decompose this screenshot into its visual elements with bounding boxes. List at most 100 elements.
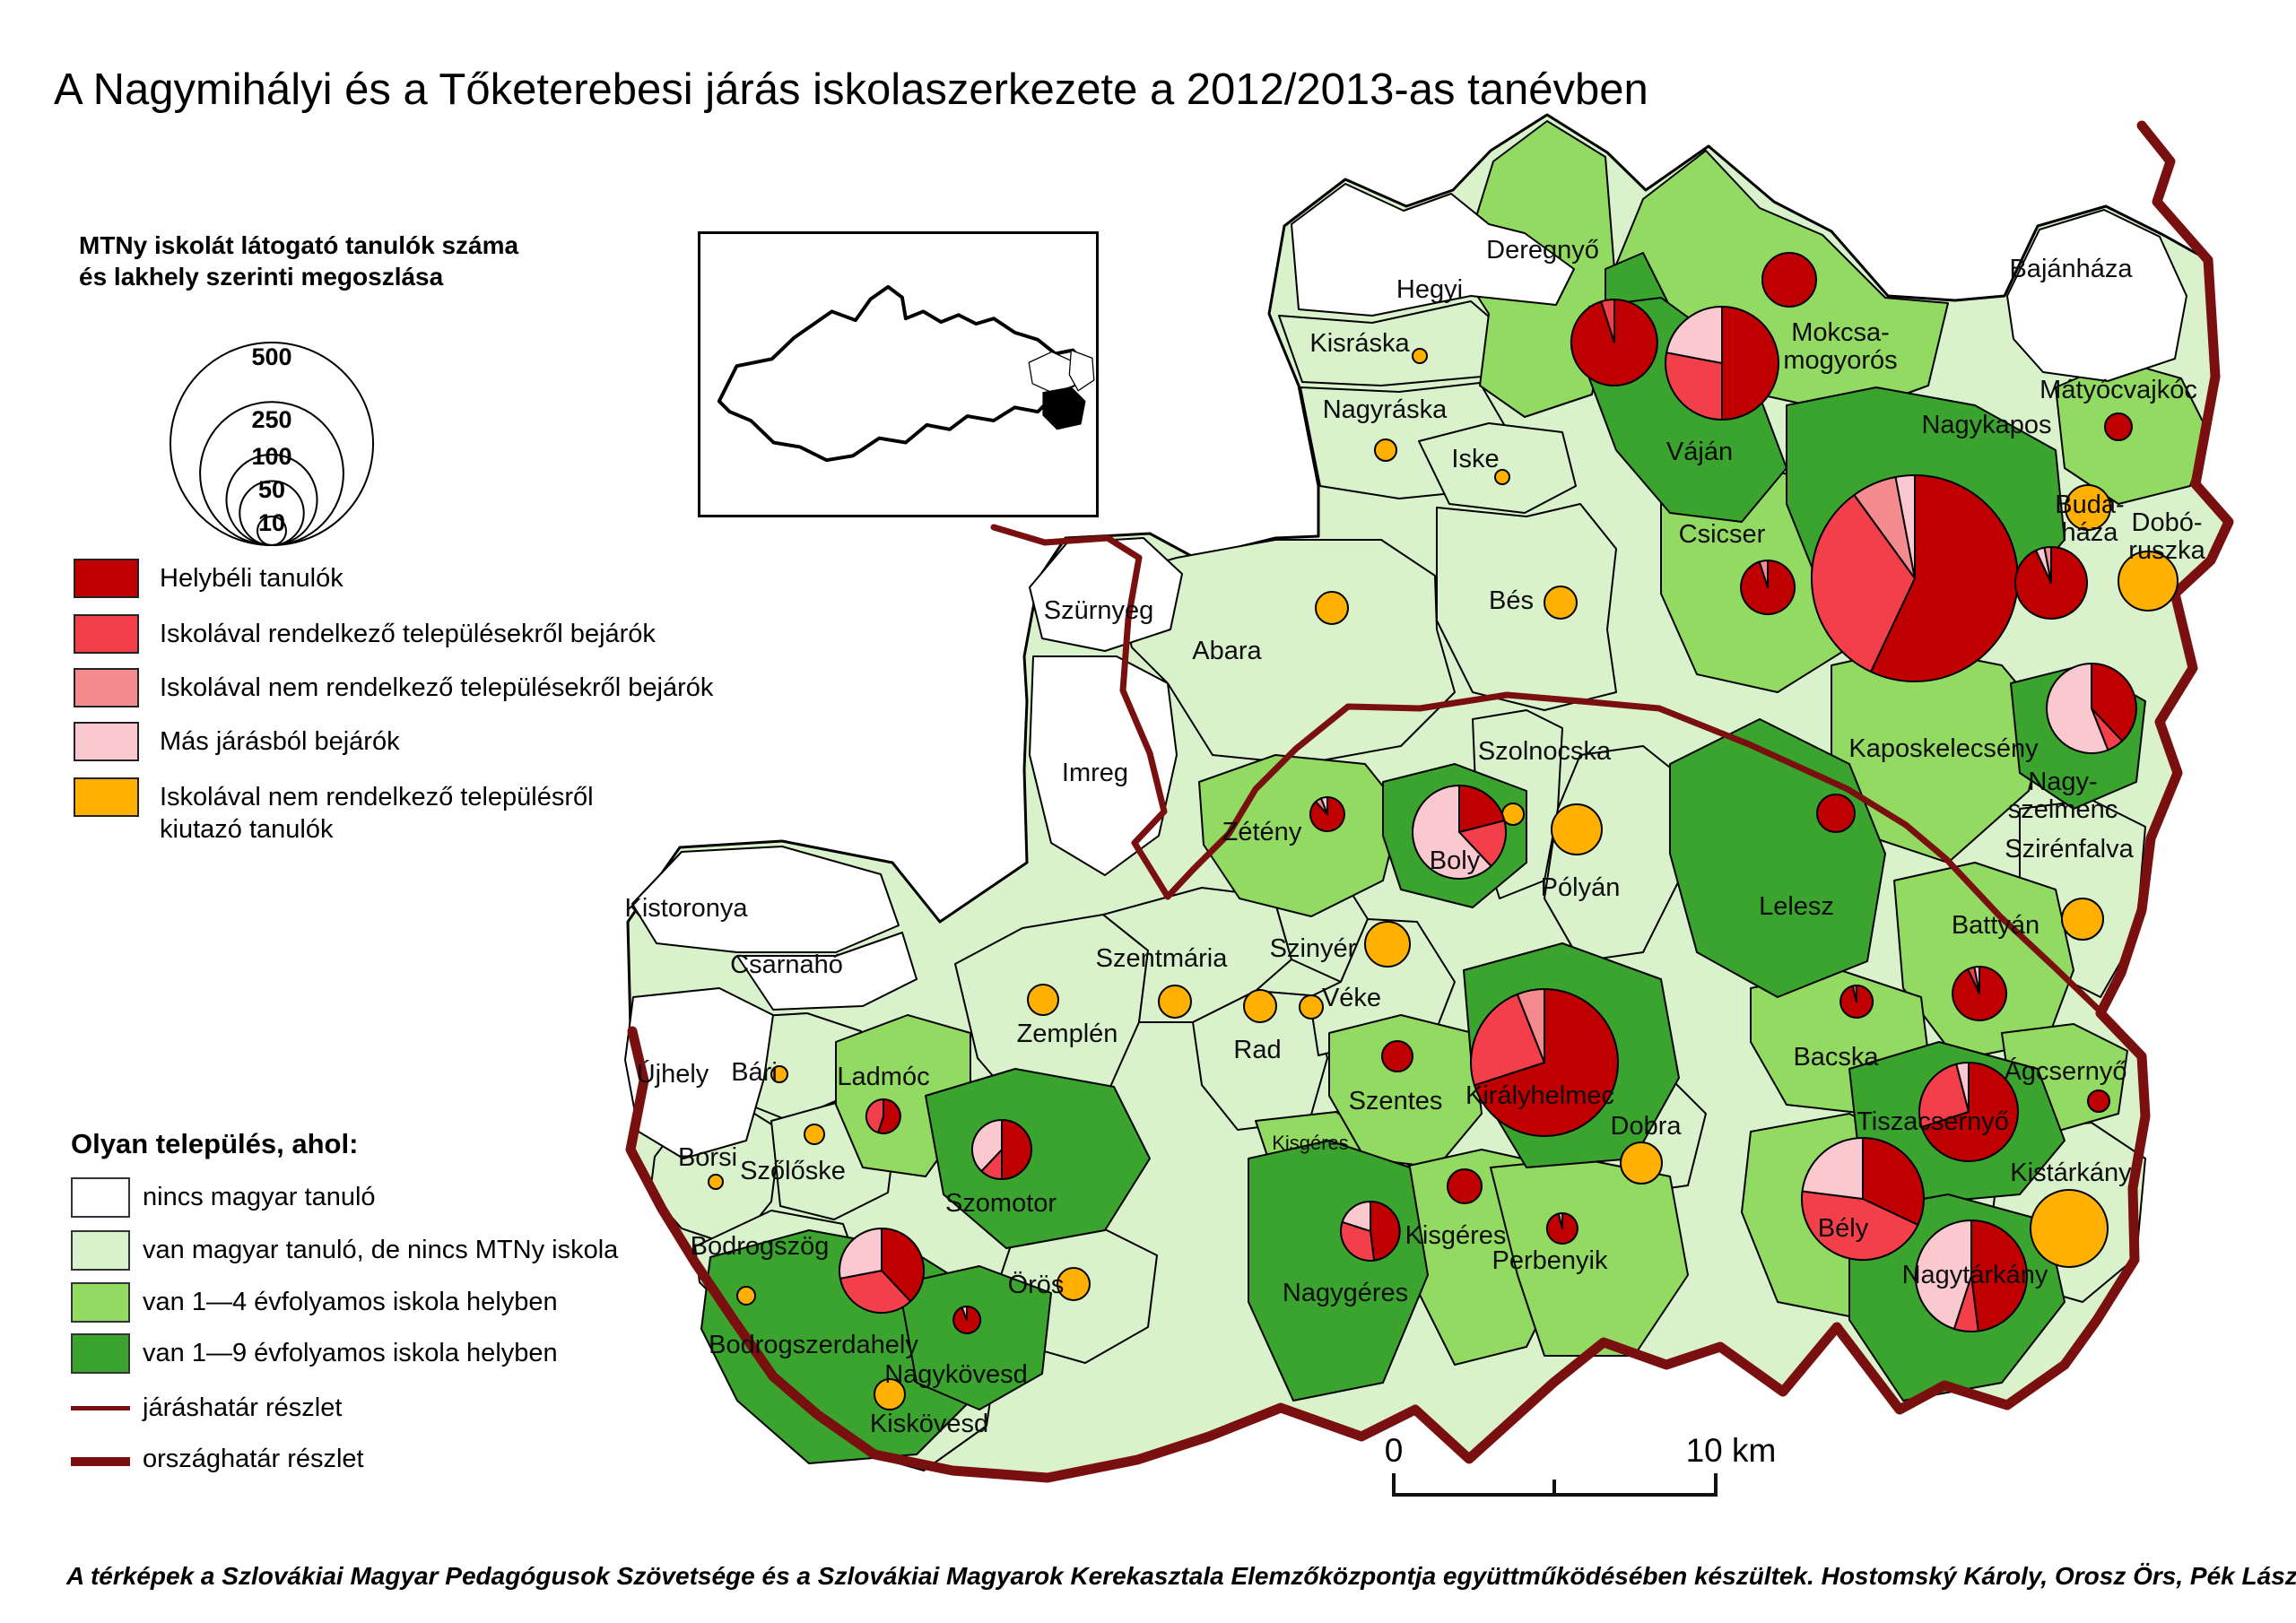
border-legend-label: országhatár részlet	[143, 1445, 364, 1473]
outbound-dot-Kisráska	[1412, 348, 1428, 364]
outbound-dot-Rad	[1243, 989, 1277, 1023]
region-Újhely-r	[624, 987, 774, 1159]
color-swatch-orange	[74, 777, 139, 817]
pie-slice-red	[1851, 985, 1857, 1002]
place-label-Dobra: Dobra	[1611, 1112, 1683, 1141]
pie-Nagykövesd	[952, 1305, 982, 1334]
place-label-Bajánháza: Bajánháza	[2009, 255, 2133, 283]
pie-Deregnyő	[1570, 298, 1658, 386]
size-legend-title-line2: és lakhely szerinti megoszlása	[79, 263, 444, 291]
place-label-Bacska: Bacska	[1793, 1043, 1879, 1072]
place-label-Nagyszelmenc: Nagy-	[2028, 768, 2097, 796]
pie-slice-pink	[2046, 663, 2109, 754]
place-label-Nagygéres: Nagygéres	[1283, 1279, 1408, 1307]
place-label-Borsi: Borsi	[678, 1143, 737, 1172]
outbound-dot-Dobóruszka	[2118, 551, 2179, 612]
markers	[708, 252, 2179, 1410]
place-label-Hegyi: Hegyi	[1396, 275, 1463, 304]
color-legend-label: Iskolával rendelkező településekről bejá…	[160, 620, 656, 648]
place-label-Nagytárkány: Nagytárkány	[1902, 1261, 2048, 1289]
color-swatch-red	[74, 614, 139, 654]
settlement-legend-label: van 1—4 évfolyamos iskola helyben	[143, 1288, 558, 1316]
pie-slice-red	[865, 1098, 884, 1134]
color-swatch-salmon	[74, 668, 139, 707]
place-label-Boly: Boly	[1430, 846, 1481, 875]
pie-Nagygéres	[1340, 1201, 1401, 1262]
pie-Bacska	[1839, 984, 1874, 1019]
region-Nagykövesd-r	[898, 1265, 1052, 1410]
settlement-swatch-light	[71, 1282, 130, 1323]
color-legend-label: Iskolával nem rendelkező településekről …	[160, 673, 714, 702]
local-dot-Kisgéres	[1447, 1168, 1483, 1204]
pie-slice-dark_red	[1458, 785, 1506, 833]
pie-slice-pink	[1801, 1137, 1864, 1200]
color-legend-label: Iskolával nem rendelkező településről kiu…	[160, 783, 594, 844]
place-label-Perbenyik: Perbenyik	[1492, 1246, 1608, 1275]
place-label-Szentmária: Szentmária	[1096, 944, 1229, 973]
inset-district-outline-2	[1068, 349, 1095, 392]
pie-slice-dark_red	[1920, 1062, 2019, 1162]
pie-Nagykapos	[1811, 473, 2019, 682]
region-Csarnahó-r	[736, 932, 918, 1011]
pie-Boly	[1412, 785, 1507, 880]
region-Szürnyeg-r	[1029, 537, 1183, 652]
outbound-dot-Szirénfalva	[2061, 898, 2104, 941]
pie-slice-red	[839, 1270, 912, 1315]
footer-credits: A térképek a Szlovákiai Magyar Pedagógus…	[66, 1562, 2296, 1590]
pie-slice-pink	[839, 1228, 883, 1280]
local-dot-Szentes	[1381, 1040, 1413, 1072]
size-circle-label-500: 500	[251, 343, 291, 370]
outbound-dot-Kistárkány	[2030, 1189, 2109, 1268]
pie-Zétény	[1309, 795, 1345, 832]
place-label-Kisráska: Kisráska	[1309, 329, 1410, 358]
border-line-swatch-thick	[71, 1457, 130, 1466]
slovakia-outline	[717, 284, 1087, 463]
region-Szentes-r	[1328, 1014, 1483, 1168]
place-label-Nagykövesd: Nagykövesd	[884, 1360, 1028, 1389]
outbound-dot-Bés	[1544, 586, 1578, 620]
place-label-Mátyócvajkóc: Mátyócvajkóc	[2039, 376, 2197, 404]
pie-slice-dark_red	[1001, 1119, 1032, 1180]
place-label-Szirénfalva: Szirénfalva	[2005, 835, 2134, 864]
pie-Királyhelmec	[1470, 988, 1619, 1137]
place-label-Ágcsernyő: Ágcsernyő	[2004, 1056, 2126, 1086]
pie-slice-pink	[1320, 795, 1328, 815]
place-label-Véke: Véke	[1322, 984, 1381, 1012]
size-legend-title-line1: MTNy iskolát látogató tanulók száma	[79, 231, 519, 259]
pie-slice-red	[1340, 1220, 1376, 1262]
outbound-dot-Borsi	[708, 1174, 724, 1190]
outbound-dot-Szentmária	[1158, 985, 1192, 1019]
pie-Nagytárkány	[1914, 1219, 2028, 1332]
place-label-Pólyán: Pólyán	[1541, 873, 1621, 902]
country-border	[625, 120, 2234, 1483]
place-label-Mokcsa-mogyorós: mogyorós	[1783, 346, 1897, 375]
region-Bajánháza-r	[2006, 209, 2187, 382]
place-label-Nagyszelmenc: szelmenc	[2008, 795, 2118, 824]
outbound-dot-Örös	[1057, 1267, 1091, 1301]
place-label-Szolnocska: Szolnocska	[1478, 737, 1612, 766]
size-legend-title: MTNy iskolát látogató tanulók száma és l…	[79, 230, 518, 292]
place-label-Csicser: Csicser	[1679, 520, 1766, 549]
pie-slice-dark_red	[2091, 663, 2137, 742]
pie-slice-dark_red	[1370, 1201, 1401, 1262]
local-dot-Mokcsa-mogyorós	[1761, 252, 1817, 308]
place-label-Ladmóc: Ladmóc	[837, 1063, 929, 1091]
inset-highlighted-districts	[1042, 386, 1086, 430]
pie-Váján	[1664, 306, 1779, 421]
place-label-Dobóruszka: ruszka	[2128, 536, 2205, 565]
color-swatch-pink	[74, 722, 139, 761]
pie-Tiszacsernyő	[1918, 1061, 2019, 1162]
region-Bés-r	[1436, 503, 1617, 711]
settlement-legend-label: van magyar tanuló, de nincs MTNy iskola	[143, 1236, 619, 1264]
place-label-Budaháza: háza	[2062, 518, 2119, 547]
district-border	[990, 524, 2104, 1015]
local-dot-Mátyócvajkóc	[2104, 412, 2133, 441]
outbound-dot-Nagyráska	[1374, 438, 1397, 462]
pie-slice-pink	[1665, 306, 1723, 364]
pie-slice-red	[1800, 1190, 1919, 1262]
place-label-Abara: Abara	[1192, 637, 1262, 665]
settlement-legend-label: nincs magyar tanuló	[143, 1183, 376, 1211]
pie-slice-red	[1811, 494, 1916, 673]
